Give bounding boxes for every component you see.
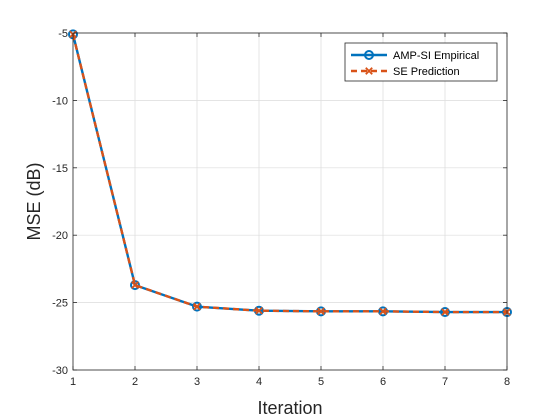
x-marker-stroke bbox=[255, 306, 263, 315]
y-tick-label: -5 bbox=[58, 28, 68, 40]
y-axis-ticks: -30 -25 -20 -15 -10 -5 bbox=[52, 28, 507, 377]
y-tick-label: -20 bbox=[52, 230, 68, 242]
x-axis-title: Iteration bbox=[257, 398, 322, 418]
x-marker-stroke bbox=[379, 307, 387, 316]
data-point-series-0 bbox=[192, 301, 202, 312]
x-tick-label: 2 bbox=[132, 376, 138, 388]
y-tick-label: -30 bbox=[52, 365, 68, 377]
series-line-1 bbox=[71, 34, 507, 314]
legend-marker-amp-si bbox=[364, 50, 374, 60]
x-marker-stroke bbox=[193, 302, 201, 311]
plot-frame bbox=[72, 32, 508, 371]
x-tick-label: 8 bbox=[504, 376, 510, 388]
x-marker-stroke bbox=[441, 308, 449, 316]
data-point-series-1 bbox=[255, 306, 263, 315]
legend-label-amp-si: AMP-SI Empirical bbox=[393, 50, 479, 62]
data-point-series-1 bbox=[317, 307, 325, 316]
y-axis-title: MSE (dB) bbox=[24, 162, 44, 240]
x-tick-label: 7 bbox=[442, 376, 448, 388]
x-marker-stroke bbox=[317, 307, 325, 316]
data-point-series-1 bbox=[193, 302, 201, 311]
x-axis-ticks: 1 2 3 4 5 6 7 8 bbox=[70, 33, 510, 388]
x-marker-stroke bbox=[131, 281, 139, 289]
x-tick-label: 1 bbox=[70, 376, 76, 388]
data-point-series-1 bbox=[379, 307, 387, 316]
plot-area bbox=[73, 33, 507, 370]
y-tick-label: -25 bbox=[52, 298, 68, 310]
y-tick-label: -10 bbox=[52, 95, 68, 107]
data-point-series-1 bbox=[131, 281, 139, 289]
x-tick-label: 5 bbox=[318, 376, 324, 388]
legend-box bbox=[344, 42, 498, 82]
y-tick-label: -15 bbox=[52, 163, 68, 175]
legend: AMP-SI Empirical SE Prediction bbox=[344, 42, 498, 82]
data-point-series-0 bbox=[440, 307, 450, 318]
legend-marker-se-prediction bbox=[365, 67, 373, 75]
legend-x-marker bbox=[365, 67, 373, 75]
data-point-series-1 bbox=[441, 308, 449, 316]
x-tick-label: 6 bbox=[380, 376, 386, 388]
legend-label-se-prediction: SE Prediction bbox=[393, 66, 460, 78]
x-tick-label: 3 bbox=[194, 376, 200, 388]
x-tick-label: 4 bbox=[256, 376, 262, 388]
x-marker-stroke bbox=[365, 67, 373, 75]
